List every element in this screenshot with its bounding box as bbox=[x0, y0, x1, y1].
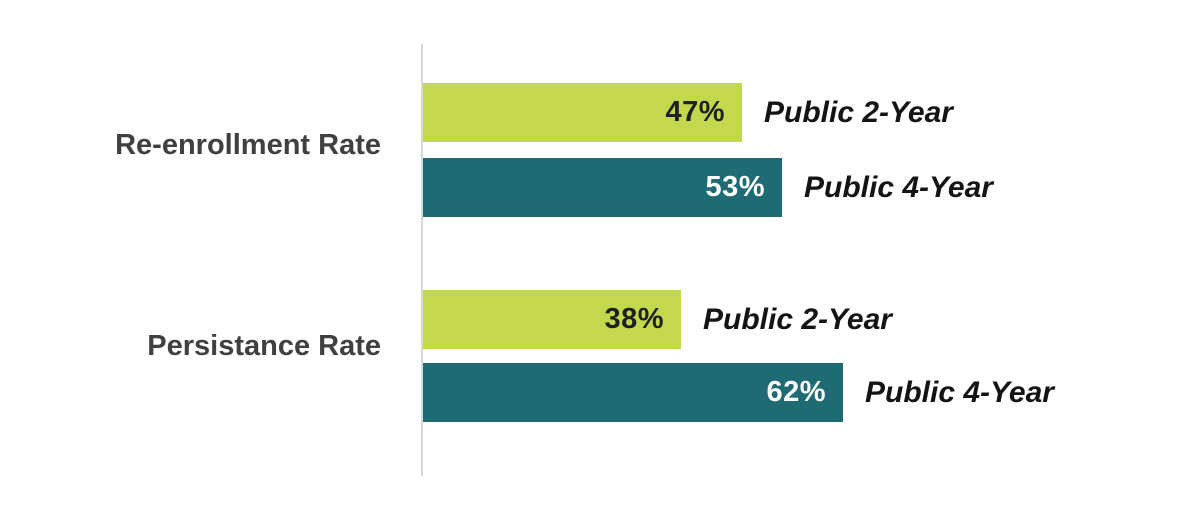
bar-value-label: 53% bbox=[705, 171, 765, 203]
bar-row-reenrollment-public-4-year: 53% Public 4-Year bbox=[423, 158, 993, 217]
bar-public-2-year: 47% bbox=[423, 83, 742, 142]
bar-public-4-year: 62% bbox=[423, 363, 843, 422]
series-label-public-2-year: Public 2-Year bbox=[764, 95, 953, 129]
series-label-public-4-year: Public 4-Year bbox=[804, 170, 993, 204]
bar-value-label: 47% bbox=[665, 96, 725, 128]
bar-row-persistance-public-2-year: 38% Public 2-Year bbox=[423, 290, 892, 349]
bar-public-4-year: 53% bbox=[423, 158, 782, 217]
category-label-re-enrollment-rate: Re-enrollment Rate bbox=[115, 129, 381, 161]
bar-public-2-year: 38% bbox=[423, 290, 681, 349]
bar-value-label: 38% bbox=[604, 303, 664, 335]
category-label-persistance-rate: Persistance Rate bbox=[147, 330, 381, 362]
series-label-public-2-year: Public 2-Year bbox=[703, 302, 892, 336]
bar-row-reenrollment-public-2-year: 47% Public 2-Year bbox=[423, 83, 953, 142]
y-axis-line bbox=[421, 44, 423, 476]
bar-value-label: 62% bbox=[766, 376, 826, 408]
bar-row-persistance-public-4-year: 62% Public 4-Year bbox=[423, 363, 1054, 422]
series-label-public-4-year: Public 4-Year bbox=[865, 375, 1054, 409]
